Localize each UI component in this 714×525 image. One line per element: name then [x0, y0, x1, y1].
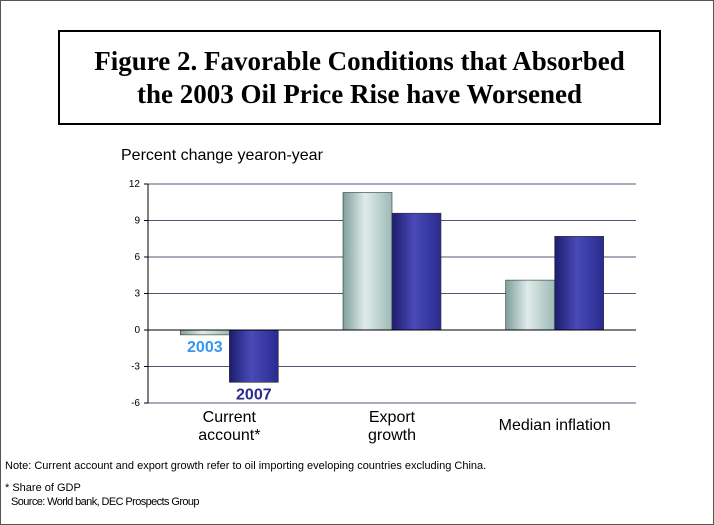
bar-2003-1 — [180, 329, 230, 336]
bar-2003-2 — [342, 192, 393, 331]
y-axis-label: Percent change yearon-year — [121, 147, 323, 164]
chart-title: Figure 2. Favorable Conditions that Abso… — [94, 45, 625, 109]
bar-chart: 12 9 6 3 0 -3 -6 2003 2007 — [129, 179, 636, 409]
source-text: Source: World bank, DEC Prospects Group — [11, 496, 200, 508]
x-category-label: Export growth — [367, 409, 417, 444]
bar-layer — [180, 192, 604, 383]
series-tag-2007: 2007 — [236, 386, 272, 403]
axis-layer — [144, 183, 636, 404]
bar-2007-3 — [554, 236, 604, 331]
y-tick-label: 3 — [134, 289, 140, 300]
note-text: Note: Current account and export growth … — [5, 460, 487, 472]
y-tick-label: -3 — [131, 362, 140, 373]
series-tag-layer: 2003 2007 — [187, 339, 272, 403]
y-tick-label: -6 — [131, 398, 140, 409]
title-box: Figure 2. Favorable Conditions that Abso… — [58, 30, 661, 125]
y-tick-label: 9 — [134, 216, 140, 227]
x-category-label: Median inflation — [498, 417, 611, 434]
bar-2007-1 — [229, 329, 279, 383]
footnote-text: * Share of GDP — [5, 482, 81, 494]
y-tick-label: 6 — [134, 252, 140, 263]
bar-2003-3 — [505, 279, 555, 331]
y-tick-label: 0 — [134, 325, 140, 336]
tick-layer: 12 9 6 3 0 -3 -6 — [129, 179, 141, 409]
x-category-label: Current account* — [198, 409, 261, 444]
bar-2007-2 — [391, 212, 442, 331]
y-tick-label: 12 — [129, 179, 141, 190]
series-tag-2003: 2003 — [187, 339, 223, 356]
